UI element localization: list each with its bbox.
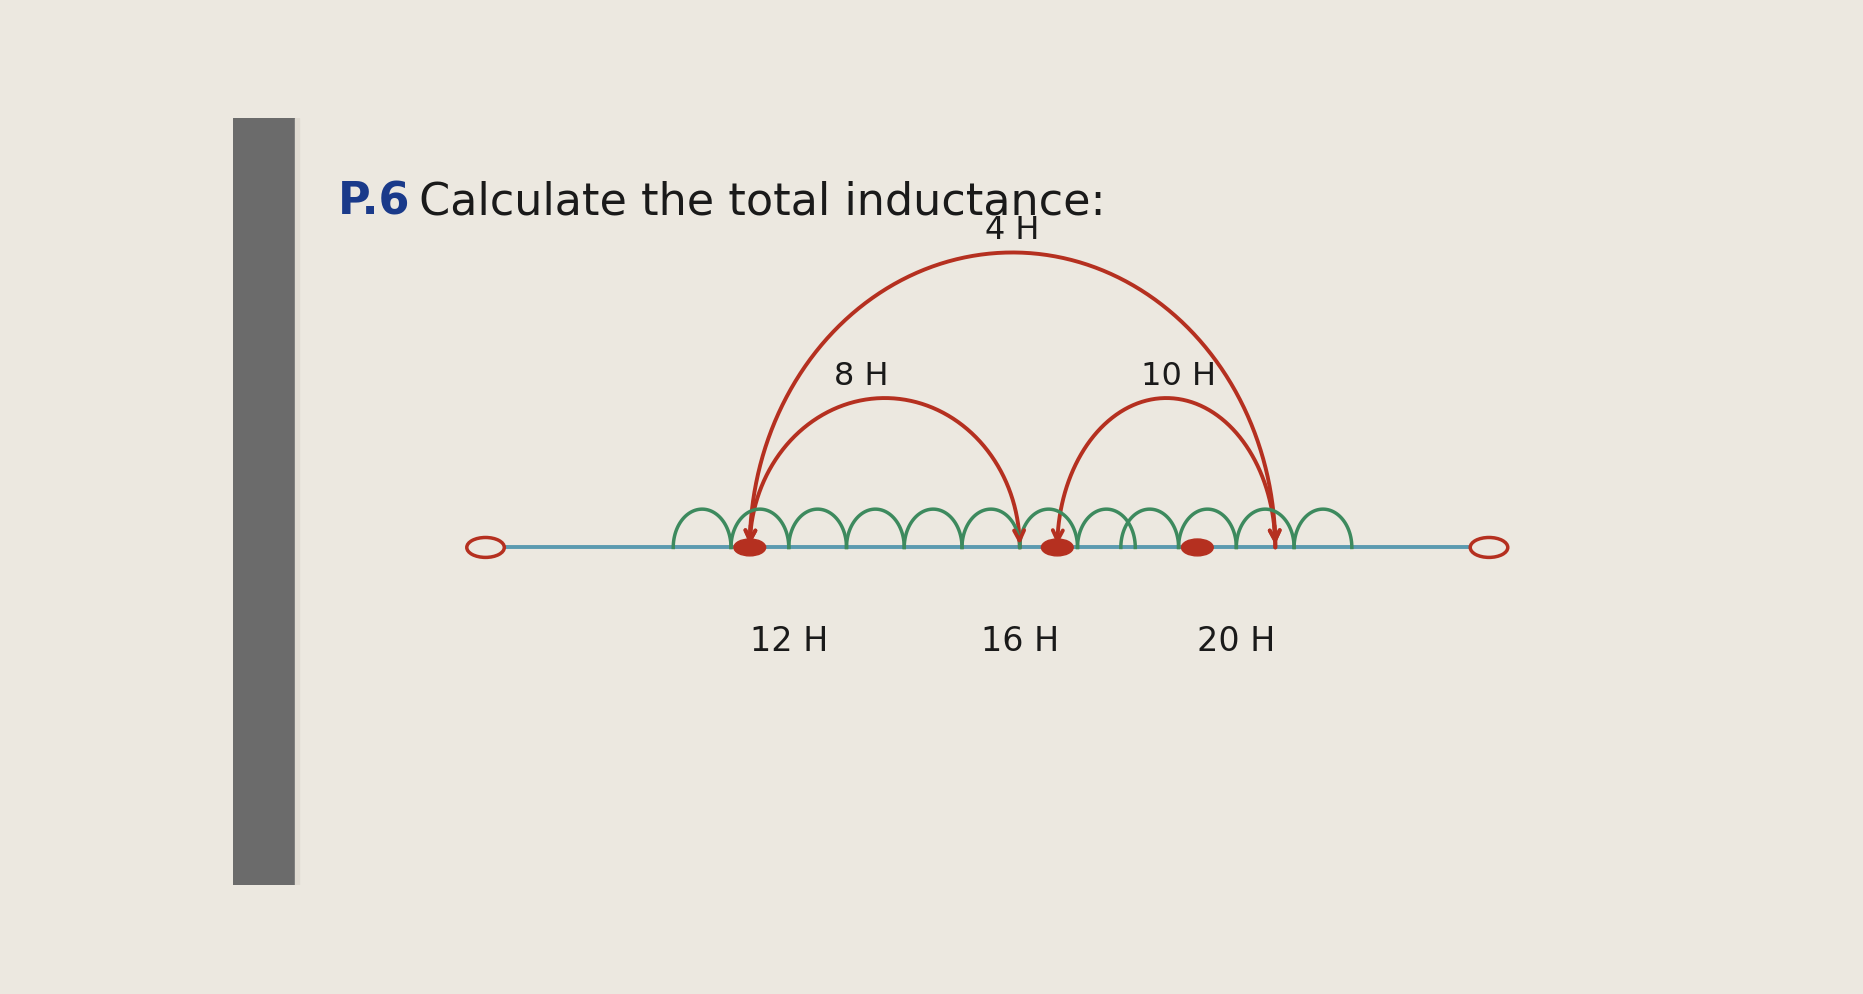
Circle shape [1041, 540, 1073, 557]
Bar [294, 119, 300, 885]
Circle shape [1470, 538, 1507, 558]
Text: 8 H: 8 H [833, 360, 889, 392]
Bar [233, 119, 294, 885]
Circle shape [734, 540, 766, 557]
Text: P.6: P.6 [339, 181, 410, 224]
Text: 4 H: 4 H [986, 215, 1040, 246]
Text: Calculate the total inductance:: Calculate the total inductance: [404, 181, 1105, 224]
Text: 10 H: 10 H [1140, 360, 1217, 392]
Text: 20 H: 20 H [1198, 624, 1276, 657]
Circle shape [1181, 540, 1213, 557]
Text: 16 H: 16 H [980, 624, 1058, 657]
Text: 12 H: 12 H [749, 624, 827, 657]
Circle shape [468, 538, 505, 558]
